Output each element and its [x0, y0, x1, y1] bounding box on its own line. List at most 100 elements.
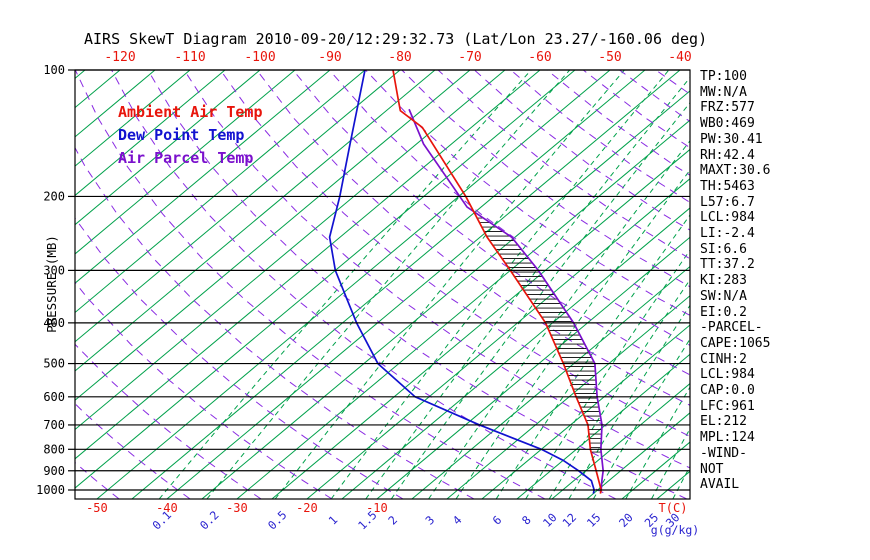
mixing-ratio-label: 8 [519, 513, 534, 528]
mixing-ratio-line [390, 101, 690, 499]
curve-air-parcel-temp [408, 108, 605, 491]
isotherm-line [75, 70, 296, 255]
isotherm-line [75, 70, 226, 197]
mixing-ratio-label: 10 [540, 510, 560, 530]
bottom-temp-labels: -50 -40 -30 -20 -10 T(C) [86, 501, 687, 515]
mixing-ratio-line [428, 140, 690, 499]
top-temp-label: -100 [244, 50, 275, 65]
dry-adiabat-line [75, 70, 546, 499]
dry-adiabat-lines [75, 70, 690, 499]
mixing-ratio-line [592, 338, 690, 499]
mixing-ratio-label: 12 [559, 510, 579, 530]
legend: Ambient Air Temp Dew Point Temp Air Parc… [118, 101, 263, 170]
isotherm-line [75, 70, 576, 489]
dry-adiabat-line [183, 70, 690, 469]
isotherm-line [75, 70, 471, 401]
stat-line: FRZ:577 [700, 100, 755, 116]
top-temp-label: -120 [104, 50, 135, 65]
pressure-tick-label: 500 [43, 357, 65, 371]
pressure-axis-title: PRESSURE (MB) [44, 235, 59, 333]
isotherm-line [131, 70, 646, 499]
mixing-ratio-label: 6 [490, 513, 505, 528]
dry-adiabat-line [546, 70, 690, 176]
dry-adiabat-line [220, 70, 690, 438]
isotherm-line [75, 70, 331, 284]
dry-adiabat-line [75, 461, 120, 499]
mixing-ratio-label: 3 [422, 513, 437, 528]
mixing-ratio-line [568, 304, 690, 499]
mixing-ratio-line [365, 76, 690, 499]
mixing-ratio-label: 20 [616, 510, 636, 530]
dry-adiabat-line [75, 217, 404, 499]
isotherm-line [551, 382, 690, 499]
legend-ambient-air-temp: Ambient Air Temp [118, 103, 263, 121]
dry-adiabat-line [147, 70, 688, 499]
stat-line: NOT [700, 461, 724, 477]
legend-air-parcel-temp: Air Parcel Temp [118, 149, 254, 167]
isotherm-line [166, 70, 681, 499]
mixing-ratio-line [330, 70, 670, 499]
mixing-ratio-line [525, 249, 690, 499]
temp-unit-label: T(C) [659, 501, 688, 515]
bottom-temp-label: -30 [226, 501, 248, 515]
isotherm-line [75, 70, 86, 80]
pressure-tick-label: 300 [43, 263, 65, 277]
dry-adiabat-line [365, 70, 690, 316]
pressure-tick-label: 600 [43, 390, 65, 404]
stat-line: PW:30.41 [700, 131, 763, 147]
top-temp-label: -40 [668, 50, 691, 65]
stat-line: CAPE:1065 [700, 335, 771, 351]
mixing-ratio-line [548, 278, 690, 499]
pressure-tick-label: 800 [43, 442, 65, 456]
isotherm-line [341, 207, 690, 499]
cape-hatch-area [474, 213, 602, 453]
stat-line: CINH:2 [700, 351, 747, 367]
top-temp-label: -110 [174, 50, 205, 65]
isotherm-line [376, 236, 690, 499]
dry-adiabat-line [328, 70, 690, 346]
top-temp-label: -60 [528, 50, 551, 65]
mixing-ratio-label: 0.2 [197, 508, 222, 533]
isotherm-line [411, 265, 690, 499]
stats-panel: TP:100 MW:N/A FRZ:577 WB0:469 PW:30.41 RH:42.… [700, 69, 770, 493]
dry-adiabat-line [75, 402, 191, 499]
isotherm-line [306, 178, 690, 499]
pressure-tick-label: 200 [43, 189, 65, 203]
pressure-tick-label: 1000 [36, 483, 65, 497]
top-temp-label: -50 [598, 50, 621, 65]
stat-line: TP:100 [700, 69, 747, 84]
stat-line: LFC:961 [700, 398, 755, 414]
mixing-ratio-line [206, 70, 571, 499]
pressure-tick-label: 100 [43, 63, 65, 77]
mixing-ratio-lines [158, 70, 690, 499]
plot-area [75, 70, 690, 499]
mixing-ratio-label: 2 [385, 513, 400, 528]
dry-adiabat-line [75, 146, 475, 499]
stat-line: SW:N/A [700, 288, 747, 304]
bottom-temp-label: -40 [156, 501, 178, 515]
isotherm-line [75, 70, 366, 314]
top-temp-labels: -120 -110 -100 -90 -80 -70 -60 -50 -40 [104, 50, 691, 65]
pressure-tick-label: 400 [43, 316, 65, 330]
isotherm-line [75, 70, 121, 109]
isotherm-line [75, 70, 506, 431]
stat-line: EL:212 [700, 414, 747, 430]
stat-line: TT:37.2 [700, 257, 755, 273]
mixing-ratio-line [274, 70, 625, 499]
stat-line: LCL:984 [700, 367, 755, 383]
legend-dew-point-temp: Dew Point Temp [118, 126, 245, 144]
isotherm-line [236, 119, 690, 499]
stat-line: RH:42.4 [700, 147, 755, 163]
mixing-ratio-line [495, 214, 690, 499]
stat-line: EI:0.2 [700, 304, 747, 320]
isotherm-line [96, 70, 611, 499]
stat-line: -PARCEL- [700, 320, 763, 336]
isotherm-line [75, 70, 541, 460]
mixing-unit-label: g(g/kg) [651, 523, 699, 537]
isotherm-line [481, 324, 690, 499]
stat-line: TH:5463 [700, 178, 755, 194]
stat-line: L57:6.7 [700, 194, 755, 210]
stat-line: MPL:124 [700, 430, 755, 446]
